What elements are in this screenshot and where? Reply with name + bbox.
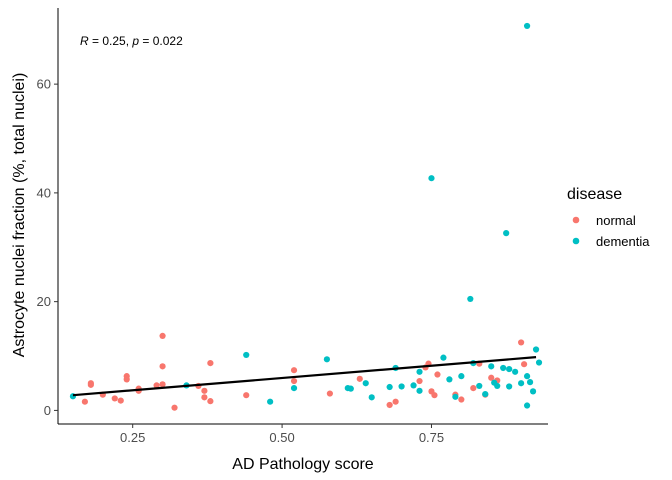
data-point-normal (356, 375, 363, 382)
data-point-normal (434, 371, 441, 378)
data-point-normal (81, 398, 88, 405)
r-symbol: R (80, 34, 89, 48)
data-point-dementia (535, 359, 543, 366)
data-point-dementia (386, 383, 393, 391)
data-point-normal (207, 359, 214, 367)
data-point-dementia (494, 382, 501, 390)
x-axis-title: AD Pathology score (232, 456, 374, 473)
correlation-annotation: R = 0.25, p = 0.022 (80, 34, 183, 48)
data-point-normal (159, 381, 166, 388)
y-tick-label: 60 (37, 77, 51, 92)
data-point-normal (470, 385, 477, 392)
data-point-dementia (506, 383, 513, 390)
data-point-normal (326, 390, 333, 397)
data-point-dementia (347, 385, 354, 392)
data-point-dementia (518, 380, 525, 387)
y-tick-label: 0 (44, 403, 51, 418)
x-tick-label: 0.25 (120, 430, 145, 445)
data-point-dementia (523, 402, 531, 409)
data-point-dementia (267, 398, 274, 405)
data-point-normal (171, 404, 178, 411)
data-point-normal (159, 332, 166, 340)
data-point-dementia (500, 364, 507, 372)
data-point-normal (518, 339, 525, 346)
y-axis-title: Astrocyte nuclei fraction (%, total nucl… (11, 73, 28, 358)
data-point-dementia (290, 385, 298, 392)
data-point-dementia (523, 373, 531, 380)
data-point-dementia (523, 22, 531, 30)
plot-area: 0 20 40 60 0.25 0.50 0.75 (37, 8, 548, 445)
data-point-dementia (452, 393, 459, 400)
x-axis-ticks: 0.25 0.50 0.75 (120, 424, 444, 445)
data-point-normal (290, 367, 298, 374)
legend-label-normal: normal (596, 213, 636, 228)
legend-key-dementia (572, 237, 580, 245)
legend-label-dementia: dementia (596, 234, 650, 249)
r-value: = 0.25, (89, 34, 133, 48)
data-point-normal (458, 396, 465, 403)
data-point-dementia (526, 379, 534, 386)
data-point-dementia (506, 365, 513, 373)
data-point-normal (123, 376, 130, 383)
data-point-normal (488, 374, 495, 381)
data-point-dementia (323, 356, 331, 363)
data-point-dementia (398, 383, 405, 390)
data-point-normal (117, 397, 124, 404)
data-point-normal (201, 394, 208, 401)
data-point-normal (159, 363, 166, 370)
data-point-normal (207, 398, 214, 405)
legend-key-normal (572, 216, 580, 224)
data-point-dementia (428, 175, 435, 182)
data-point-normal (392, 398, 399, 405)
data-point-dementia (368, 394, 375, 401)
data-point-dementia (532, 346, 540, 353)
data-point-dementia (458, 373, 465, 380)
data-point-dementia (488, 363, 495, 370)
data-point-dementia (243, 351, 250, 359)
trend-line (72, 356, 537, 397)
legend-title: disease (567, 186, 622, 203)
data-point-normal (111, 395, 118, 402)
x-tick-label: 0.50 (269, 430, 294, 445)
data-point-normal (416, 377, 423, 385)
data-point-normal (386, 401, 393, 409)
data-point-dementia (416, 368, 423, 375)
data-point-dementia (446, 376, 453, 383)
data-point-normal (431, 392, 438, 399)
data-point-dementia (440, 354, 447, 361)
data-point-dementia (529, 388, 537, 395)
y-axis-ticks: 0 20 40 60 (37, 77, 58, 418)
data-point-dementia (503, 230, 510, 237)
y-tick-label: 20 (37, 294, 51, 309)
data-point-normal (87, 381, 94, 388)
x-tick-label: 0.75 (419, 430, 444, 445)
legend: disease normal dementia (567, 186, 650, 249)
data-point-dementia (416, 387, 423, 394)
data-point-normal (520, 361, 528, 368)
data-point-dementia (512, 368, 519, 375)
data-points (69, 22, 543, 411)
data-point-dementia (476, 382, 483, 390)
y-tick-label: 40 (37, 185, 51, 200)
data-point-normal (290, 377, 298, 385)
data-point-dementia (362, 380, 369, 387)
p-value: = 0.022 (139, 34, 183, 48)
data-point-normal (243, 392, 250, 399)
data-point-dementia (482, 390, 489, 398)
data-point-normal (153, 382, 160, 389)
data-point-dementia (467, 295, 474, 303)
p-symbol: p (131, 34, 139, 48)
data-point-normal (201, 387, 208, 394)
data-point-dementia (410, 382, 417, 389)
